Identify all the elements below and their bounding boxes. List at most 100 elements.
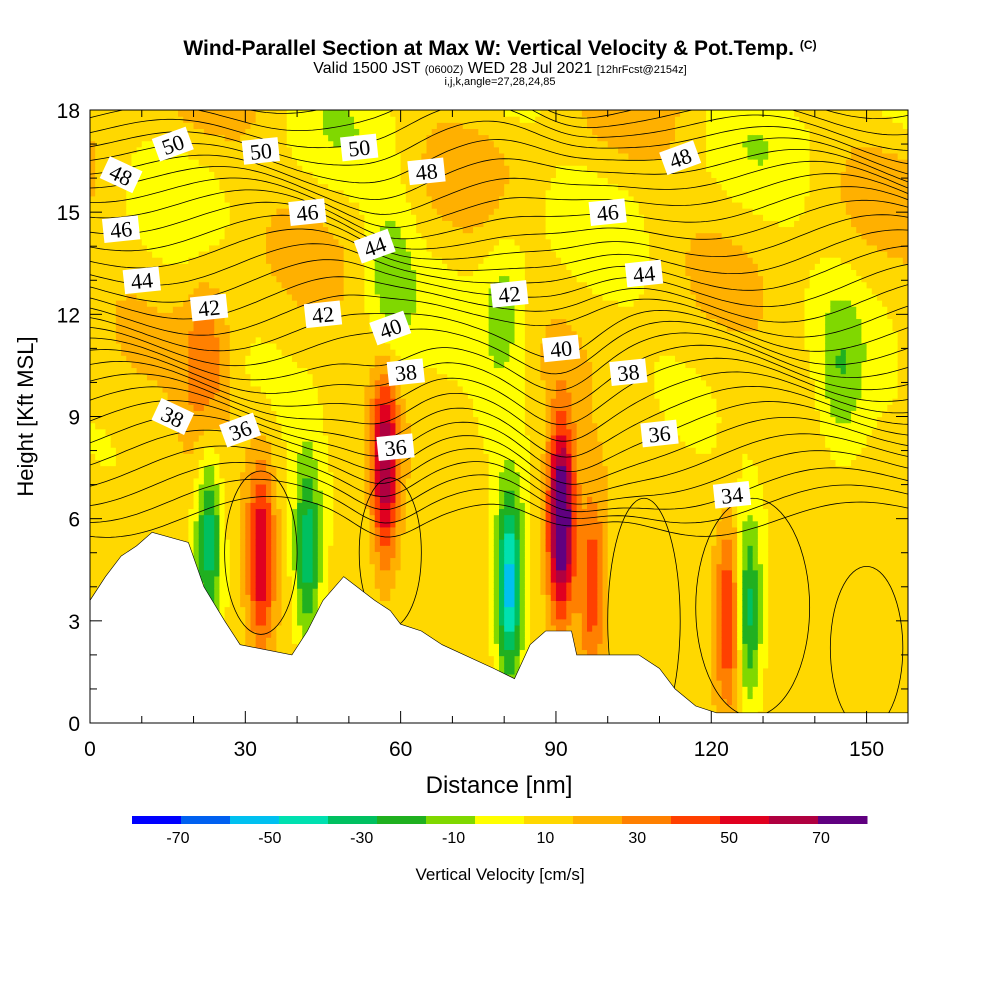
velocity-cell bbox=[302, 336, 309, 344]
velocity-cell bbox=[162, 287, 169, 295]
velocity-cell bbox=[338, 391, 345, 399]
velocity-cell bbox=[333, 159, 340, 166]
velocity-cell bbox=[328, 465, 334, 473]
velocity-cell bbox=[297, 545, 303, 552]
velocity-cell bbox=[291, 324, 298, 332]
velocity-cell bbox=[172, 459, 179, 467]
velocity-cell bbox=[224, 257, 231, 264]
velocity-cell bbox=[172, 232, 179, 240]
velocity-cell bbox=[234, 134, 241, 142]
velocity-cell bbox=[317, 441, 324, 448]
velocity-cell bbox=[333, 263, 340, 270]
velocity-cell bbox=[141, 244, 148, 252]
velocity-cell bbox=[209, 569, 215, 577]
velocity-cell bbox=[229, 520, 236, 528]
velocity-cell bbox=[266, 545, 272, 552]
velocity-cell bbox=[255, 588, 262, 595]
velocity-cell bbox=[255, 281, 262, 289]
velocity-cell bbox=[198, 477, 205, 485]
velocity-cell bbox=[234, 263, 241, 270]
velocity-cell bbox=[286, 312, 293, 320]
velocity-cell bbox=[240, 618, 246, 626]
velocity-cell bbox=[136, 355, 143, 362]
velocity-cell bbox=[167, 263, 174, 270]
velocity-cell bbox=[307, 373, 314, 381]
velocity-cell bbox=[245, 165, 252, 172]
velocity-cell bbox=[276, 257, 283, 264]
velocity-cell bbox=[250, 250, 257, 258]
velocity-cell bbox=[250, 177, 257, 185]
velocity-cell bbox=[162, 361, 169, 369]
velocity-cell bbox=[255, 643, 262, 651]
velocity-cell bbox=[172, 465, 179, 473]
velocity-cell bbox=[302, 238, 309, 246]
velocity-cell bbox=[162, 269, 169, 277]
velocity-cell bbox=[317, 361, 324, 369]
velocity-cell bbox=[203, 275, 210, 283]
velocity-cell bbox=[286, 490, 293, 497]
velocity-cell bbox=[198, 416, 205, 424]
velocity-cell bbox=[260, 177, 267, 185]
velocity-cell bbox=[209, 490, 215, 497]
velocity-cell bbox=[281, 551, 288, 559]
velocity-cell bbox=[198, 496, 205, 503]
velocity-cell bbox=[110, 532, 117, 540]
velocity-cell bbox=[209, 563, 215, 571]
velocity-cell bbox=[141, 447, 148, 454]
velocity-cell bbox=[281, 300, 288, 307]
velocity-cell bbox=[328, 557, 334, 565]
velocity-cell bbox=[317, 250, 324, 258]
velocity-cell bbox=[157, 367, 164, 375]
velocity-cell bbox=[131, 508, 138, 516]
velocity-cell bbox=[110, 281, 117, 289]
velocity-cell bbox=[260, 624, 267, 632]
velocity-cell bbox=[271, 612, 277, 620]
velocity-cell bbox=[281, 312, 288, 320]
velocity-cell bbox=[260, 189, 267, 197]
velocity-cell bbox=[214, 318, 221, 326]
velocity-cell bbox=[328, 281, 334, 289]
velocity-cell bbox=[250, 171, 257, 179]
velocity-cell bbox=[198, 201, 205, 209]
velocity-cell bbox=[266, 159, 272, 166]
velocity-cell bbox=[115, 520, 122, 528]
velocity-cell bbox=[162, 312, 169, 320]
velocity-cell bbox=[245, 122, 252, 129]
velocity-cell bbox=[250, 306, 257, 313]
velocity-cell bbox=[291, 398, 298, 405]
velocity-cell bbox=[131, 355, 138, 362]
velocity-cell bbox=[209, 140, 215, 148]
velocity-cell bbox=[198, 526, 205, 534]
velocity-cell bbox=[198, 385, 205, 393]
velocity-cell bbox=[219, 287, 226, 295]
velocity-cell bbox=[333, 514, 340, 522]
velocity-cell bbox=[276, 618, 283, 626]
velocity-cell bbox=[328, 263, 334, 270]
velocity-cell bbox=[286, 183, 293, 191]
velocity-cell bbox=[302, 257, 309, 264]
velocity-cell bbox=[183, 110, 189, 117]
velocity-cell bbox=[234, 269, 241, 277]
velocity-cell bbox=[291, 281, 298, 289]
velocity-cell bbox=[286, 355, 293, 362]
velocity-cell bbox=[245, 594, 252, 601]
velocity-cell bbox=[260, 385, 267, 393]
velocity-cell bbox=[178, 312, 184, 320]
velocity-cell bbox=[286, 232, 293, 240]
velocity-cell bbox=[188, 324, 195, 332]
velocity-cell bbox=[152, 159, 158, 166]
velocity-cell bbox=[276, 146, 283, 154]
velocity-cell bbox=[312, 238, 319, 246]
velocity-cell bbox=[105, 367, 112, 375]
velocity-cell bbox=[297, 361, 303, 369]
velocity-cell bbox=[286, 140, 293, 148]
velocity-cell bbox=[110, 116, 117, 123]
velocity-cell bbox=[188, 422, 195, 430]
velocity-cell bbox=[271, 477, 277, 485]
velocity-cell bbox=[302, 508, 309, 516]
velocity-cell bbox=[266, 404, 272, 411]
velocity-cell bbox=[219, 183, 226, 191]
velocity-cell bbox=[343, 532, 350, 540]
velocity-cell bbox=[146, 453, 153, 461]
velocity-cell bbox=[172, 244, 179, 252]
